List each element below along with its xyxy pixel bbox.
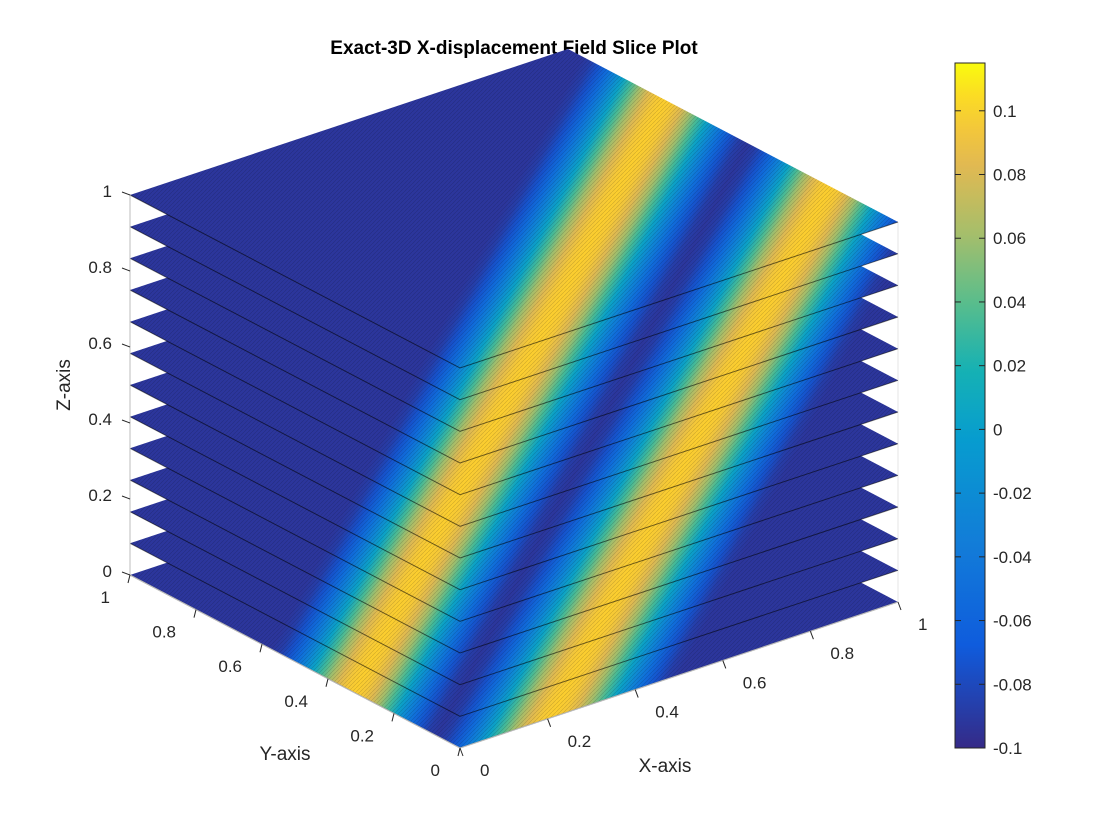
z-tick-label: 0.8 (88, 258, 112, 277)
colorbar-tick-label: -0.1 (993, 739, 1022, 758)
colorbar-tick-label: -0.08 (993, 675, 1032, 694)
x-tick-label: 0 (480, 761, 489, 780)
y-axis-line (129, 574, 461, 749)
y-tick-label: 0.6 (218, 657, 242, 676)
x-axis-line (459, 601, 899, 749)
colorbar-tick-label: 0.06 (993, 229, 1026, 248)
x-axis-label: X-axis (639, 756, 692, 777)
x-tick-label: 0.8 (830, 644, 854, 663)
z-tick-mark (121, 419, 131, 424)
z-tick-label: 0.4 (88, 410, 112, 429)
slice-front-edge (129, 416, 899, 591)
y-tick-label: 0.2 (350, 726, 374, 745)
slice-front-edge (129, 226, 899, 401)
slice-front-edge (129, 542, 899, 717)
colorbar-tick-label: -0.06 (993, 612, 1032, 631)
y-tick-label: 1 (101, 588, 110, 607)
z-tick-mark (121, 571, 131, 576)
z-tick-label: 0.2 (88, 486, 112, 505)
y-tick-mark (193, 609, 197, 618)
z-axis-label: Z-axis (54, 359, 75, 411)
colorbar-gradient (954, 62, 986, 749)
slice-front-edge (129, 447, 899, 622)
colorbar: 0.1 0.08 0.06 0.04 0.02 0 -0.02 -0.04 -0.06 -0.08… (954, 62, 1032, 758)
z-tick-label: 1 (103, 182, 112, 201)
x-tick-label: 1 (918, 615, 927, 634)
x-tick-mark (547, 718, 552, 727)
y-tick-label: 0.4 (284, 692, 308, 711)
colorbar-tick-label: -0.04 (993, 548, 1032, 567)
x-tick-mark (459, 747, 464, 757)
z-tick-mark (121, 495, 131, 500)
y-tick-mark (325, 678, 329, 687)
x-tick-mark (634, 689, 639, 698)
x-tick-mark (897, 601, 902, 611)
chart-title: Exact-3D X-displacement Field Slice Plot (330, 38, 698, 59)
colorbar-tick-label: 0.04 (993, 293, 1026, 312)
y-axis-label: Y-axis (259, 744, 310, 765)
z-tick-mark (121, 267, 131, 272)
colorbar-tick-label: 0 (993, 420, 1002, 439)
colorbar-tick-label: -0.02 (993, 484, 1032, 503)
x-tick-label: 0.2 (568, 732, 592, 751)
y-tick-mark (259, 644, 263, 653)
slice-mesh (130, 49, 898, 368)
y-tick-label: 0.8 (152, 623, 176, 642)
z-tick-mark (121, 343, 131, 348)
axes: 0 0.2 0.4 0.6 0.8 1 0 0.2 0.4 0.6 0.8 1 0 0.2 0.4 0.6 0.… (88, 182, 927, 780)
slice-front-edge (129, 511, 899, 686)
z-tick-mark (121, 191, 131, 196)
slice-front-edge (129, 289, 899, 464)
slice-front-edge (129, 321, 899, 496)
y-tick-mark (457, 747, 461, 757)
z-tick-label: 0 (103, 562, 112, 581)
y-tick-mark (391, 713, 395, 722)
y-tick-label: 0 (431, 761, 440, 780)
y-tick-mark (127, 574, 131, 584)
x-tick-label: 0.6 (743, 673, 767, 692)
slice-12 (129, 49, 899, 369)
slice-front-edge (129, 352, 899, 527)
colorbar-tick-label: 0.02 (993, 357, 1026, 376)
slice-front-edge (129, 257, 899, 432)
x-tick-label: 0.4 (655, 703, 679, 722)
slices (129, 49, 899, 749)
slice-front-edge (129, 384, 899, 559)
colorbar-tick-label: 0.1 (993, 102, 1017, 121)
x-tick-mark (809, 631, 814, 640)
z-tick-label: 0.6 (88, 334, 112, 353)
x-tick-mark (722, 660, 727, 669)
slice-front-edge (129, 479, 899, 654)
slice-front-edge (129, 194, 899, 369)
colorbar-tick-label: 0.08 (993, 166, 1026, 185)
